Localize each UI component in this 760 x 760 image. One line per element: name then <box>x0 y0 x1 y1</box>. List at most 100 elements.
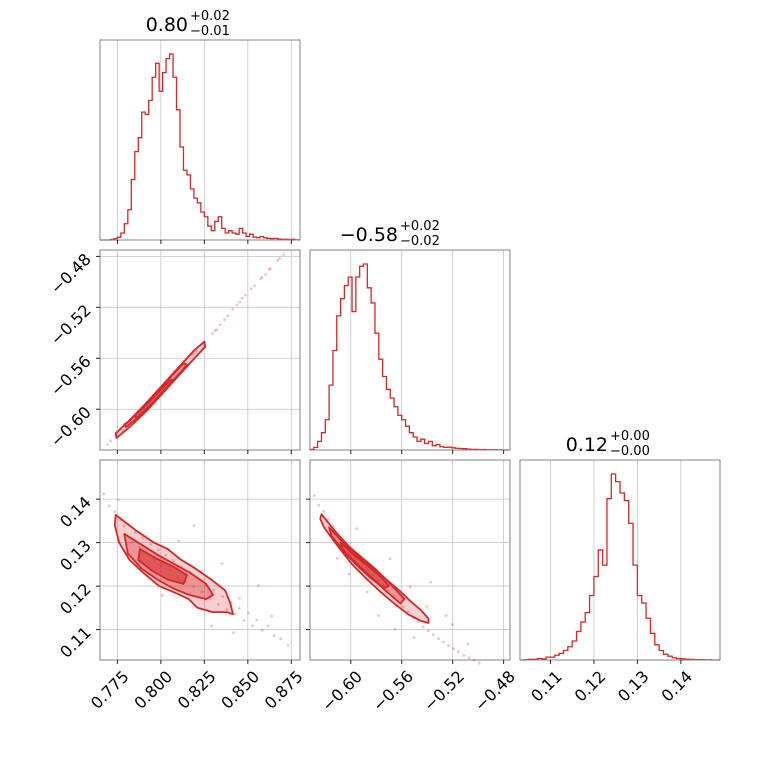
x-tick-label-1-2: −0.52 <box>420 667 468 715</box>
scatter-point-r2-c0-45 <box>192 524 196 528</box>
y-tick-label-1-3: −0.48 <box>47 250 95 298</box>
x-tick-label-0-1: 0.800 <box>130 667 176 713</box>
scatter-point-r2-c1-45 <box>466 642 470 646</box>
panel-frame-r1-c0 <box>99 249 301 451</box>
scatter-point-r2-c1-3 <box>326 518 330 521</box>
scatter-point-r2-c0-47 <box>238 596 241 600</box>
param-title-minus-0: −0.01 <box>190 24 230 39</box>
scatter-point-r2-c0-1 <box>107 504 111 508</box>
x-tick-label-0-0: 0.775 <box>87 667 133 713</box>
scatter-point-r2-c0-37 <box>251 624 254 628</box>
x-tick-label-1-1: −0.56 <box>369 667 417 715</box>
scatter-point-r2-c1-39 <box>412 635 416 639</box>
param-title-value-2: 0.12 <box>566 434 608 456</box>
scatter-point-r2-c1-42 <box>393 627 397 631</box>
scatter-point-r2-c1-22 <box>421 625 425 629</box>
scatter-point-r2-c0-5 <box>122 524 126 528</box>
scatter-point-r2-c1-27 <box>447 644 450 648</box>
x-tick-label-0-2: 0.825 <box>174 667 220 713</box>
scatter-point-r2-c1-40 <box>429 580 433 584</box>
scatter-point-r2-c1-47 <box>355 527 359 531</box>
scatter-point-r2-c0-18 <box>172 559 175 562</box>
histogram-step-0 <box>100 53 299 241</box>
scatter-point-r1-c0-26 <box>226 314 230 318</box>
scatter-point-r2-c0-33 <box>233 612 237 616</box>
x-tick-label-2-1: 0.12 <box>571 667 610 706</box>
scatter-point-r2-c0-7 <box>130 540 134 544</box>
scatter-point-r1-c0-14 <box>213 329 217 332</box>
param-title-plus-1: +0.02 <box>400 219 440 234</box>
scatter-point-r2-c1-33 <box>477 661 481 665</box>
scatter-point-r1-c0-1 <box>109 439 113 443</box>
histogram-step-2 <box>520 473 720 661</box>
scatter-point-r2-c1-24 <box>431 633 435 637</box>
scatter-point-r1-c0-37 <box>278 257 282 260</box>
x-tick-label-2-3: 0.14 <box>658 667 697 706</box>
y-tick-label-2-0: 0.11 <box>56 623 95 662</box>
scatter-point-r1-c0-18 <box>249 287 253 291</box>
panel-frame-r2-c0 <box>99 459 301 661</box>
scatter-point-r2-c0-41 <box>272 634 276 638</box>
grid-layer <box>100 40 682 660</box>
scatter-point-r2-c1-21 <box>416 620 420 624</box>
scatter-point-r2-c1-34 <box>388 557 392 561</box>
scatter-point-r2-c0-42 <box>279 637 282 641</box>
scatter-point-r2-c1-30 <box>462 653 466 657</box>
scatter-point-r2-c0-44 <box>220 562 224 565</box>
param-title-minus-2: −0.00 <box>610 444 650 459</box>
x-tick-label-0-4: 0.875 <box>261 667 307 713</box>
scatter-point-r2-c0-46 <box>210 624 213 628</box>
panel-frame-r0-c0 <box>99 39 301 241</box>
scatter-point-r1-c0-12 <box>192 352 195 356</box>
scatter-point-r1-c0-24 <box>211 332 214 336</box>
scatter-point-r2-c1-18 <box>401 605 405 609</box>
scatter-point-r2-c1-37 <box>365 590 369 594</box>
scatter-point-r2-c1-31 <box>467 656 471 660</box>
scatter-point-r1-c0-0 <box>106 442 109 446</box>
x-tick-label-2-2: 0.13 <box>614 667 653 706</box>
scatter-point-r2-c0-8 <box>133 531 137 535</box>
scatter-point-r2-c0-48 <box>161 593 164 597</box>
y-tick-label-2-3: 0.14 <box>56 493 95 532</box>
scatter-point-r2-c0-38 <box>255 618 259 622</box>
scatter-point-r1-c0-20 <box>267 267 271 271</box>
panel-frame-r2-c2 <box>519 459 721 661</box>
scatter-point-r2-c0-0 <box>102 492 106 496</box>
histogram-step-1 <box>309 263 509 451</box>
param-title-value-0: 0.80 <box>146 14 188 36</box>
scatter-point-r2-c1-43 <box>335 556 339 560</box>
scatter-point-r2-c0-16 <box>164 553 167 557</box>
scatter-point-r2-c0-10 <box>141 536 145 540</box>
scatter-point-r2-c1-23 <box>426 629 430 633</box>
scatter-point-r2-c1-28 <box>452 647 455 651</box>
param-title-value-1: −0.58 <box>340 224 398 246</box>
scatter-point-r2-c0-51 <box>270 614 273 618</box>
scatter-point-r2-c0-50 <box>257 584 260 588</box>
contour-level-r2-c0-2 <box>137 548 188 585</box>
scatter-point-r2-c0-25 <box>200 590 204 594</box>
scatter-point-r1-c0-28 <box>244 293 247 297</box>
scatter-point-r2-c0-2 <box>113 510 117 514</box>
scatter-point-r1-c0-34 <box>215 328 219 332</box>
scatter-point-r2-c0-53 <box>177 539 181 543</box>
x-tick-label-2-0: 0.11 <box>527 667 566 706</box>
scatter-point-r1-c0-31 <box>268 267 272 270</box>
contour-level-r2-c1-2 <box>339 541 390 590</box>
scatter-point-r1-c0-16 <box>231 308 235 311</box>
scatter-point-r2-c0-52 <box>232 631 235 635</box>
y-tick-label-1-1: −0.56 <box>47 352 95 400</box>
y-tick-label-1-2: −0.52 <box>47 301 95 349</box>
scatter-point-r2-c0-35 <box>242 619 246 622</box>
scatter-point-r1-c0-29 <box>253 284 256 288</box>
panel-frame-r1-c1 <box>309 249 511 451</box>
x-tick-label-0-3: 0.850 <box>217 667 263 713</box>
scatter-point-r1-c0-21 <box>276 259 279 262</box>
scatter-point-r1-c0-27 <box>235 303 239 307</box>
scatter-point-r2-c1-35 <box>408 585 412 589</box>
param-title-minus-1: −0.02 <box>400 234 440 249</box>
scatter-point-r2-c0-12 <box>149 542 153 546</box>
scatter-point-r2-c0-14 <box>156 548 160 552</box>
scatter-point-r2-c0-28 <box>212 588 216 591</box>
scatter-point-r1-c0-19 <box>259 277 263 281</box>
